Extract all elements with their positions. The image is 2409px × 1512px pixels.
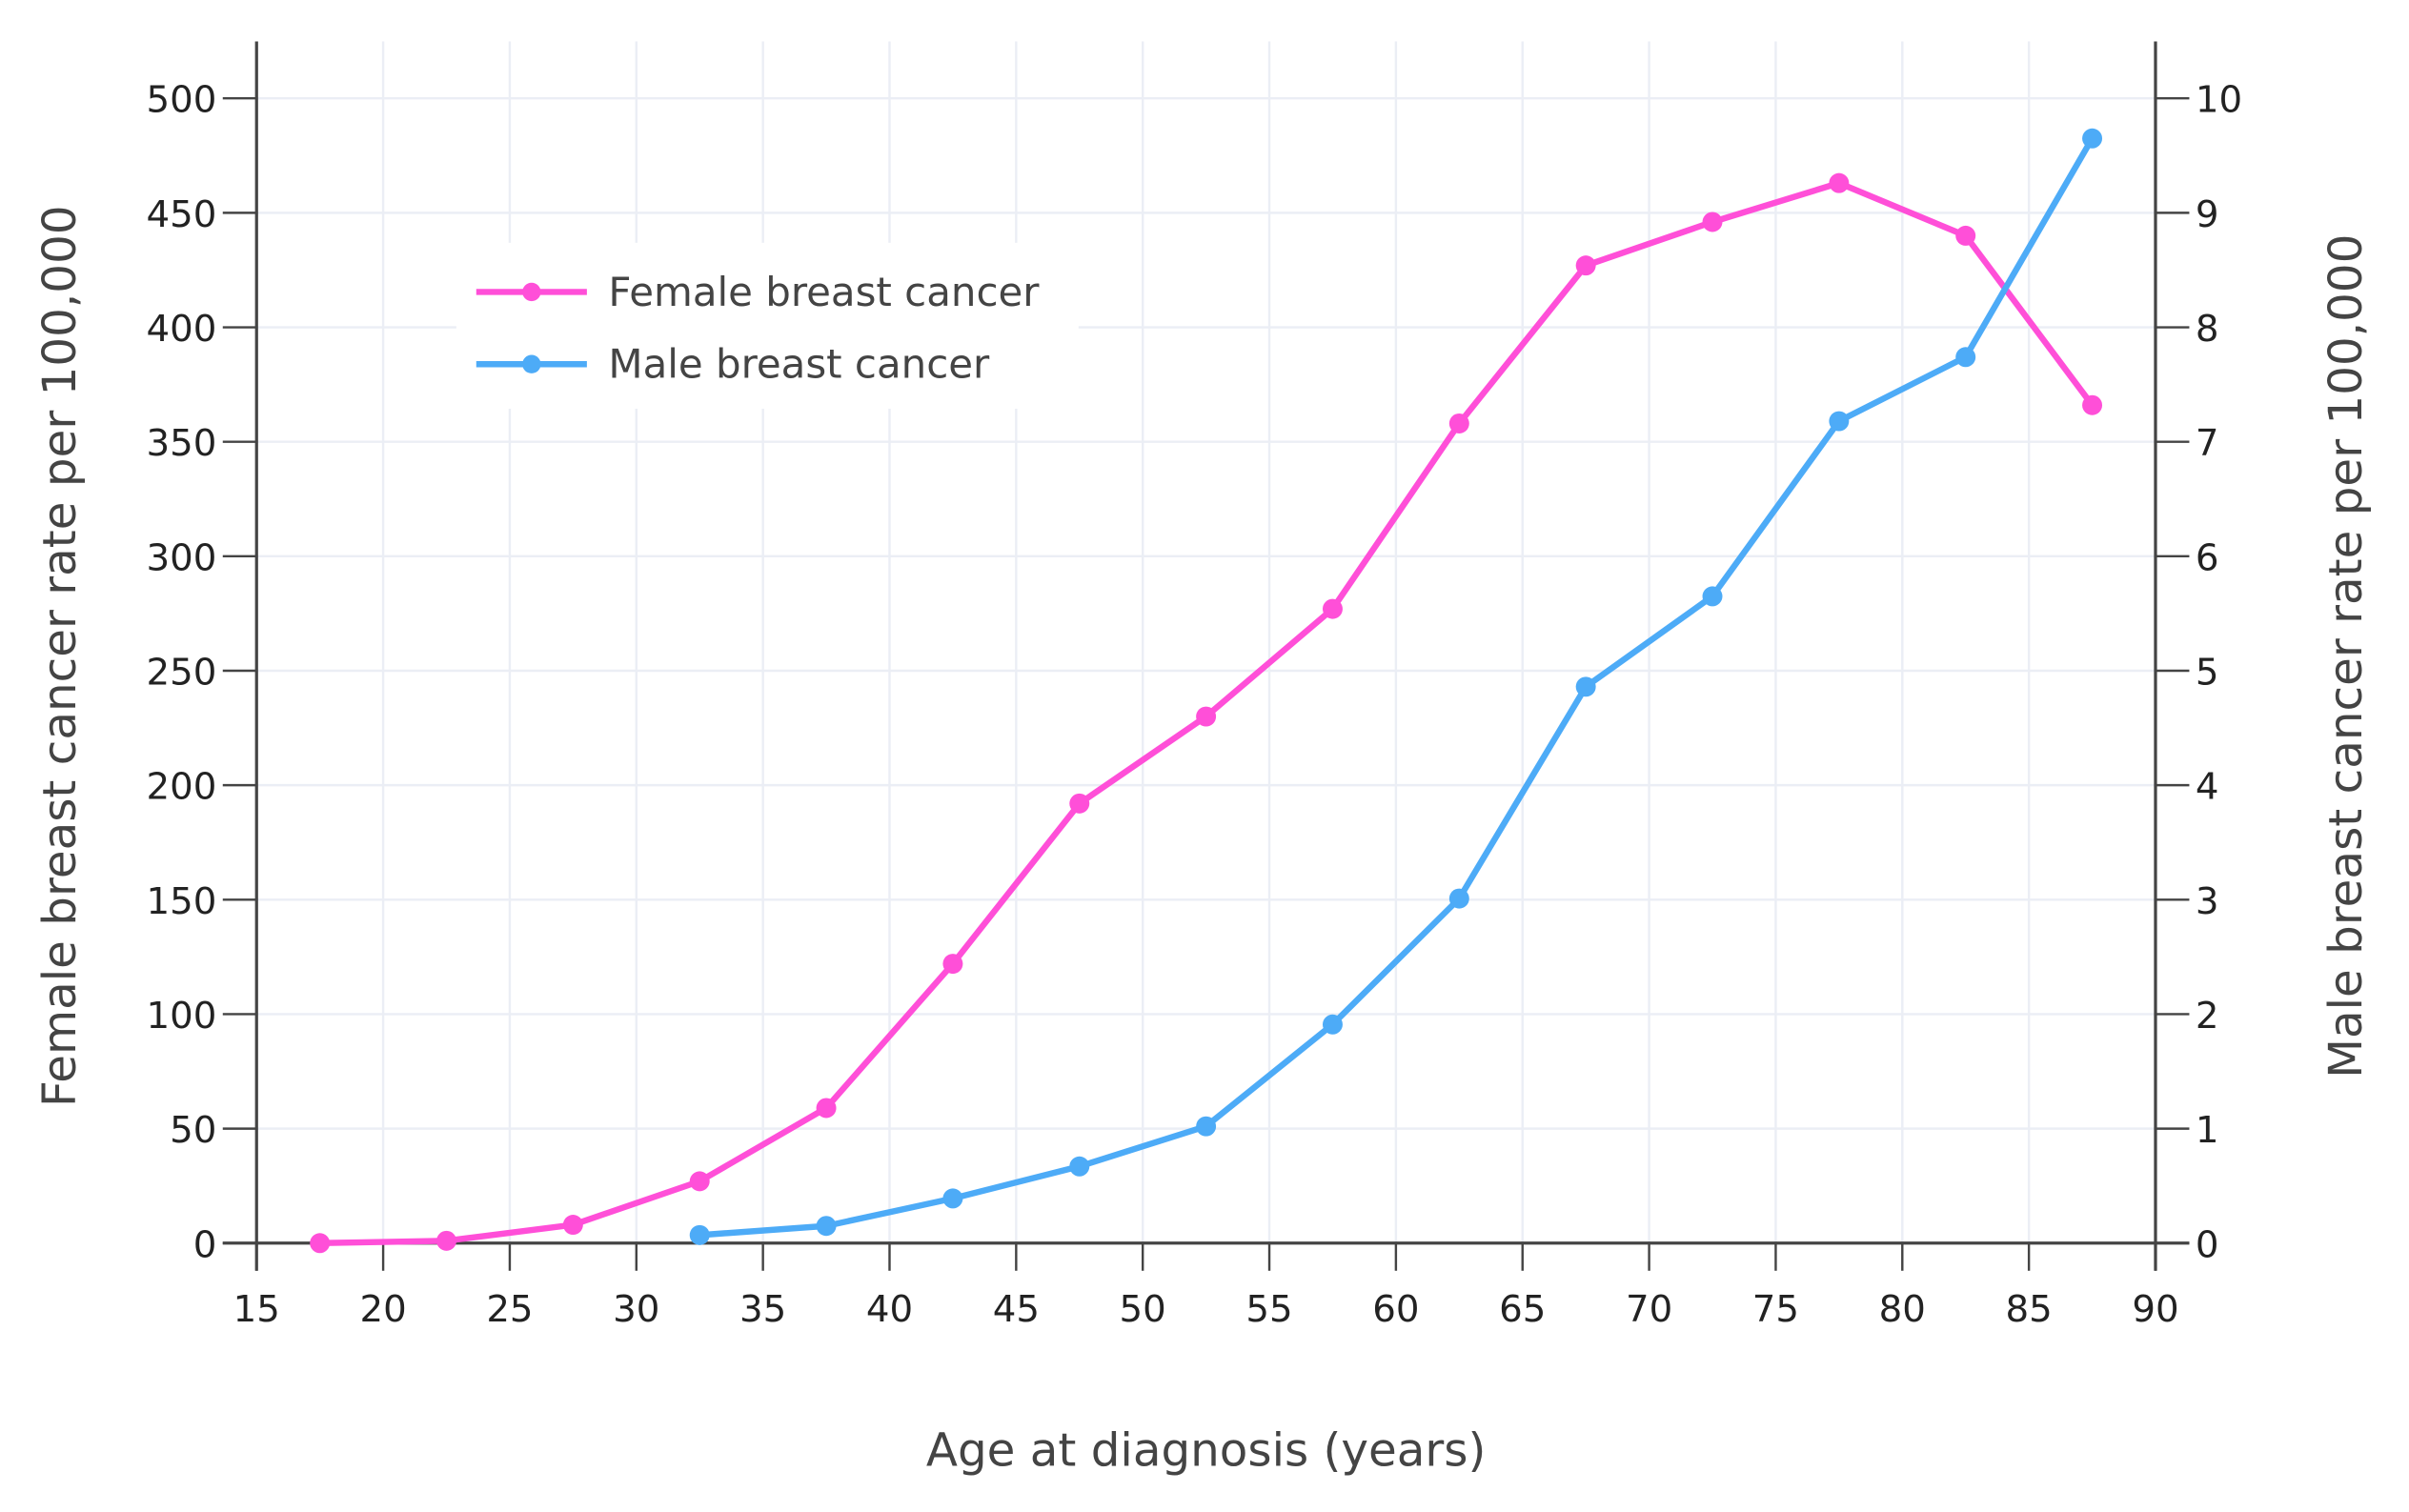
y-tick-label: 150	[146, 880, 216, 923]
legend-label-male[interactable]: Male breast cancer	[608, 341, 990, 388]
x-tick-label: 15	[233, 1288, 280, 1331]
y2-tick-label: 0	[2196, 1223, 2219, 1266]
data-point-male	[1829, 411, 1850, 432]
data-point-male	[942, 1188, 963, 1209]
y2-tick-label: 8	[2196, 308, 2219, 351]
x-tick-label: 55	[1245, 1288, 1292, 1331]
data-point-female	[942, 954, 963, 975]
y-tick-label: 350	[146, 422, 216, 465]
y-tick-label: 200	[146, 766, 216, 809]
data-point-male	[1702, 586, 1723, 607]
legend: Female breast cancer Male breast cancer	[455, 242, 1079, 410]
series-line-male	[698, 136, 2095, 1239]
data-point-female	[1448, 413, 1469, 433]
tick-labels: 15 20 25 30 35 40 45 50 55 60 65 70 75 80 85 9005010015…	[146, 79, 2242, 1331]
x-tick-label: 30	[613, 1288, 659, 1331]
legend-marker-female	[522, 282, 541, 302]
y-tick-label: 100	[146, 995, 216, 1038]
data-point-female	[310, 1233, 331, 1254]
x-tick-label: 75	[1752, 1288, 1799, 1331]
data-point-male	[689, 1224, 710, 1245]
legend-marker-male	[522, 354, 541, 373]
data-point-male	[2082, 128, 2103, 149]
data-point-female	[1575, 255, 1596, 276]
x-tick-label: 85	[2006, 1288, 2053, 1331]
series-group	[310, 128, 2103, 1254]
x-tick-label: 25	[486, 1288, 533, 1331]
y2-tick-label: 2	[2196, 995, 2219, 1038]
data-point-female	[1829, 172, 1850, 193]
y-axis-title: Female breast cancer rate per 100,000	[33, 205, 87, 1107]
x-tick-label: 70	[1626, 1288, 1672, 1331]
y-tick-label: 300	[146, 536, 216, 579]
data-point-male	[1196, 1116, 1217, 1137]
axes	[222, 41, 2190, 1271]
y2-tick-label: 10	[2196, 79, 2242, 122]
x-tick-label: 60	[1372, 1288, 1419, 1331]
y-tick-label: 0	[193, 1223, 217, 1266]
y2-tick-label: 5	[2196, 651, 2219, 694]
x-tick-label: 65	[1499, 1288, 1546, 1331]
data-point-male	[816, 1216, 837, 1237]
data-point-female	[689, 1171, 710, 1192]
y2-tick-label: 7	[2196, 422, 2219, 465]
x-tick-label: 35	[739, 1288, 786, 1331]
data-point-female	[562, 1215, 583, 1236]
y2-tick-label: 6	[2196, 536, 2219, 579]
data-point-female	[1322, 598, 1343, 619]
data-point-female	[816, 1098, 837, 1119]
y2-tick-label: 1	[2196, 1109, 2219, 1152]
y2-axis-title: Male breast cancer rate per 100,000	[2319, 234, 2373, 1079]
y-tick-label: 450	[146, 193, 216, 236]
data-point-male	[1322, 1014, 1343, 1035]
x-tick-label: 80	[1879, 1288, 1926, 1331]
data-point-female	[1196, 706, 1217, 727]
gridlines	[256, 41, 2156, 1243]
y-tick-label: 500	[146, 79, 216, 122]
data-point-female	[1702, 212, 1723, 232]
y-tick-label: 50	[170, 1109, 216, 1152]
x-tick-label: 45	[993, 1288, 1040, 1331]
legend-label-female[interactable]: Female breast cancer	[608, 269, 1040, 315]
data-point-male	[1575, 676, 1596, 697]
y2-tick-label: 9	[2196, 193, 2219, 236]
data-point-male	[1955, 347, 1976, 368]
y2-tick-label: 4	[2196, 766, 2219, 809]
data-point-male	[1448, 888, 1469, 909]
x-axis-title: Age at diagnosis (years)	[926, 1424, 1486, 1478]
x-tick-label: 20	[359, 1288, 406, 1331]
data-point-female	[436, 1230, 456, 1251]
data-point-female	[1955, 225, 1976, 246]
x-tick-label: 50	[1120, 1288, 1166, 1331]
x-tick-label: 40	[866, 1288, 913, 1331]
data-point-female	[2082, 394, 2103, 415]
x-tick-label: 90	[2132, 1288, 2178, 1331]
y-tick-label: 400	[146, 308, 216, 351]
data-point-male	[1069, 1156, 1090, 1177]
data-point-female	[1069, 793, 1090, 814]
y2-tick-label: 3	[2196, 880, 2219, 923]
y-tick-label: 250	[146, 651, 216, 694]
